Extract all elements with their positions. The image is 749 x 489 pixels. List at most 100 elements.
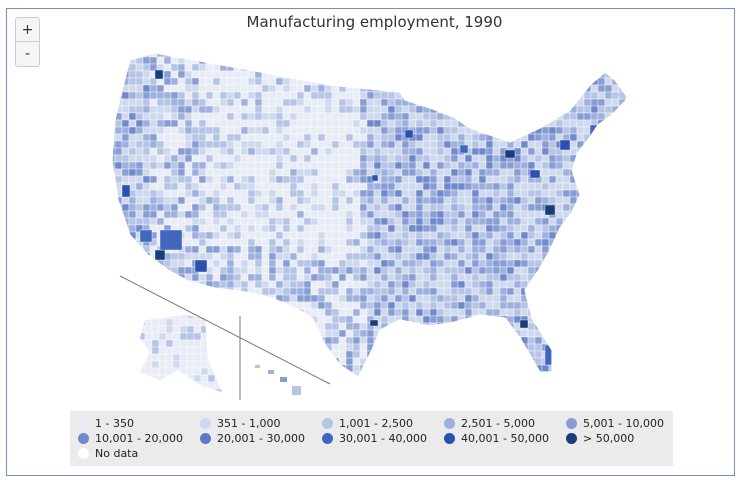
- county[interactable]: [527, 182, 536, 191]
- county[interactable]: [331, 105, 340, 114]
- county[interactable]: [373, 50, 382, 58]
- county[interactable]: [156, 287, 165, 296]
- county[interactable]: [261, 112, 270, 121]
- county[interactable]: [149, 112, 158, 121]
- county[interactable]: [352, 364, 361, 373]
- county[interactable]: [144, 339, 153, 348]
- county[interactable]: [506, 105, 515, 114]
- county[interactable]: [401, 112, 410, 121]
- county[interactable]: [436, 168, 445, 177]
- county[interactable]: [268, 343, 277, 352]
- county[interactable]: [450, 182, 459, 191]
- county[interactable]: [569, 119, 578, 128]
- county[interactable]: [401, 175, 410, 184]
- county[interactable]: [317, 350, 326, 359]
- county[interactable]: [198, 105, 207, 114]
- county[interactable]: [158, 360, 167, 369]
- county[interactable]: [114, 322, 123, 331]
- county[interactable]: [352, 91, 361, 100]
- county[interactable]: [317, 63, 326, 72]
- county[interactable]: [422, 189, 431, 198]
- county[interactable]: [436, 77, 445, 86]
- county[interactable]: [240, 224, 249, 233]
- county[interactable]: [135, 245, 144, 254]
- county[interactable]: [618, 196, 627, 205]
- county[interactable]: [625, 182, 633, 191]
- county[interactable]: [422, 203, 431, 212]
- county[interactable]: [207, 325, 216, 334]
- county[interactable]: [527, 56, 536, 65]
- county[interactable]: [387, 147, 396, 156]
- county[interactable]: [352, 245, 361, 254]
- county[interactable]: [513, 252, 522, 261]
- county[interactable]: [604, 343, 613, 352]
- county[interactable]: [226, 119, 235, 128]
- county[interactable]: [303, 322, 312, 331]
- county[interactable]: [352, 126, 361, 135]
- county[interactable]: [590, 203, 599, 212]
- county[interactable]: [597, 161, 606, 170]
- county[interactable]: [135, 315, 144, 324]
- county[interactable]: [520, 105, 529, 114]
- county[interactable]: [618, 322, 627, 331]
- county[interactable]: [401, 189, 410, 198]
- county[interactable]: [520, 217, 529, 226]
- county[interactable]: [625, 63, 633, 72]
- county[interactable]: [373, 294, 382, 303]
- county[interactable]: [198, 154, 207, 163]
- county[interactable]: [534, 217, 543, 226]
- legend-item[interactable]: 20,001 - 30,000: [200, 432, 305, 445]
- county[interactable]: [331, 70, 340, 79]
- county[interactable]: [275, 105, 284, 114]
- county[interactable]: [296, 287, 305, 296]
- county[interactable]: [200, 318, 209, 327]
- county[interactable]: [471, 133, 480, 142]
- county[interactable]: [373, 119, 382, 128]
- county[interactable]: [179, 367, 188, 376]
- county[interactable]: [415, 315, 424, 324]
- county[interactable]: [135, 105, 144, 114]
- county[interactable]: [506, 70, 515, 79]
- county[interactable]: [359, 350, 368, 359]
- county[interactable]: [485, 105, 494, 114]
- county[interactable]: [331, 273, 340, 282]
- county[interactable]: [380, 189, 389, 198]
- county[interactable]: [219, 252, 228, 261]
- county[interactable]: [471, 259, 480, 268]
- county[interactable]: [142, 210, 151, 219]
- county[interactable]: [163, 287, 172, 296]
- county[interactable]: [331, 238, 340, 247]
- county[interactable]: [177, 50, 186, 58]
- county[interactable]: [108, 189, 116, 198]
- county[interactable]: [569, 63, 578, 72]
- county[interactable]: [219, 308, 228, 317]
- county[interactable]: [443, 252, 452, 261]
- county[interactable]: [170, 203, 179, 212]
- county[interactable]: [198, 112, 207, 121]
- county[interactable]: [492, 175, 501, 184]
- county[interactable]: [422, 259, 431, 268]
- county[interactable]: [478, 224, 487, 233]
- county[interactable]: [310, 273, 319, 282]
- legend-item[interactable]: 5,001 - 10,000: [566, 417, 664, 430]
- county[interactable]: [457, 168, 466, 177]
- county[interactable]: [254, 133, 263, 142]
- county[interactable]: [359, 203, 368, 212]
- county[interactable]: [177, 168, 186, 177]
- county[interactable]: [555, 196, 564, 205]
- county[interactable]: [429, 189, 438, 198]
- county[interactable]: [506, 259, 515, 268]
- county[interactable]: [191, 133, 200, 142]
- county[interactable]: [457, 105, 466, 114]
- county[interactable]: [513, 343, 522, 352]
- county[interactable]: [268, 105, 277, 114]
- county[interactable]: [240, 70, 249, 79]
- county[interactable]: [562, 336, 571, 345]
- county[interactable]: [114, 231, 123, 240]
- county[interactable]: [345, 112, 354, 121]
- county[interactable]: [310, 182, 319, 191]
- county[interactable]: [429, 161, 438, 170]
- county[interactable]: [198, 168, 207, 177]
- county[interactable]: [163, 91, 172, 100]
- county[interactable]: [170, 147, 179, 156]
